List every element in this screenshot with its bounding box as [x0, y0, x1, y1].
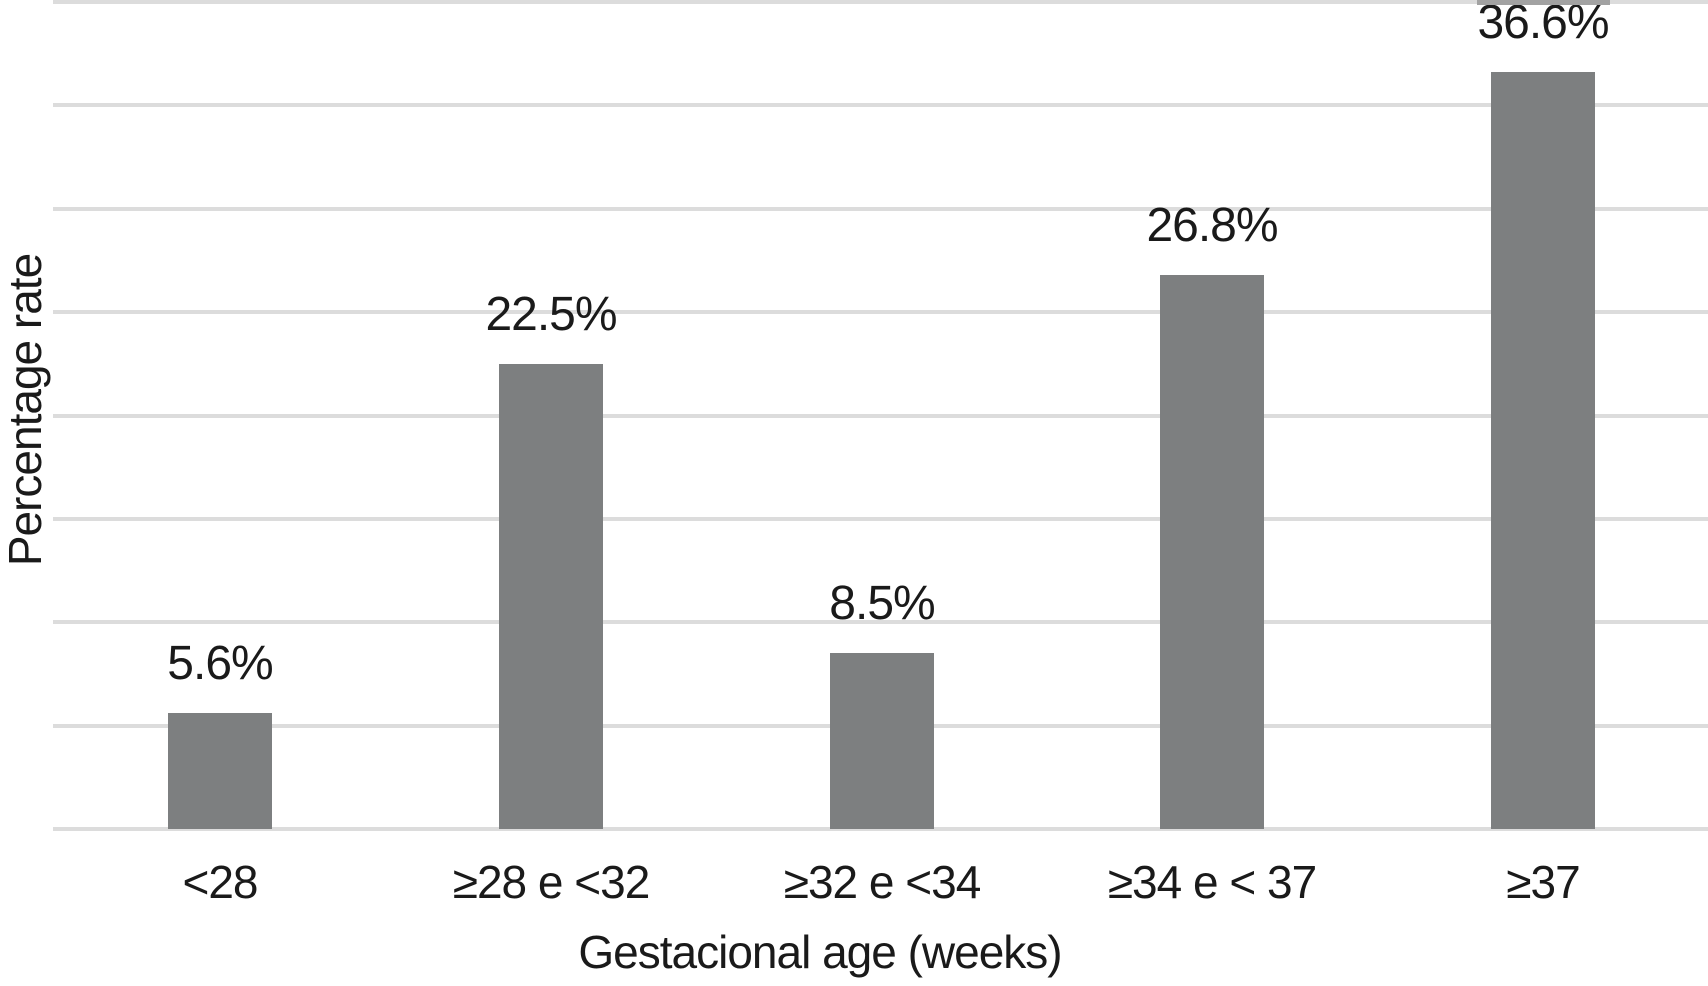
y-axis-title: Percentage rate [0, 253, 51, 567]
gridline [53, 620, 1708, 624]
category-label: ≥34 e < 37 [1107, 856, 1317, 908]
category-label: ≥32 e <34 [783, 856, 982, 908]
gridline [53, 0, 1708, 4]
gridline [53, 827, 1708, 831]
top-edge-artifact-strip [1477, 0, 1610, 5]
bar-value-label: 26.8% [1146, 199, 1278, 252]
bar [1160, 275, 1264, 829]
x-axis-title: Gestacional age (weeks) [578, 926, 1062, 978]
gridline [53, 414, 1708, 418]
gridline [53, 310, 1708, 314]
bar [1491, 72, 1595, 829]
category-label: ≥28 e <32 [452, 856, 651, 908]
category-label: ≥37 [1506, 856, 1580, 908]
bar-value-label: 36.6% [1477, 0, 1609, 49]
bar [168, 713, 272, 829]
gridline [53, 207, 1708, 211]
bar [830, 653, 934, 829]
category-label: <28 [182, 856, 258, 908]
bar [499, 364, 603, 829]
gridline [53, 103, 1708, 107]
bar-value-label: 22.5% [485, 288, 617, 341]
bar-value-label: 8.5% [829, 577, 935, 630]
bar-value-label: 5.6% [167, 637, 273, 690]
gridline [53, 517, 1708, 521]
